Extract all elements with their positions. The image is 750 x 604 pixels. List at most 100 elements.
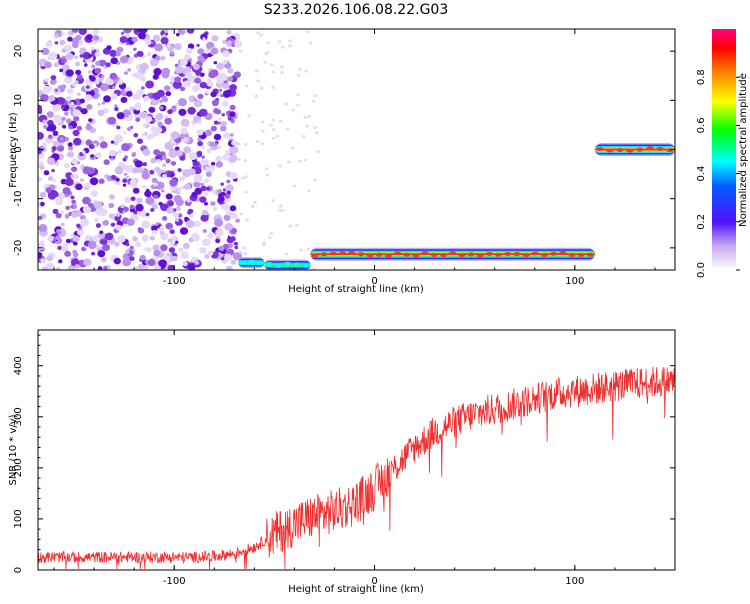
noise-blob bbox=[265, 173, 270, 177]
noise-blob bbox=[105, 232, 114, 241]
noise-blob bbox=[134, 71, 144, 80]
noise-blob bbox=[229, 84, 238, 92]
noise-blob bbox=[40, 258, 47, 264]
noise-blob bbox=[57, 145, 65, 152]
noise-blob bbox=[113, 257, 121, 265]
noise-blob bbox=[230, 259, 237, 265]
noise-blob bbox=[174, 43, 182, 50]
noise-blob bbox=[51, 79, 57, 85]
noise-blob bbox=[169, 242, 175, 247]
noise-blob bbox=[137, 263, 144, 270]
colorbar-tick-label: 0.4 bbox=[696, 166, 707, 182]
noise-blob bbox=[114, 104, 118, 108]
snr-xtick-label: -100 bbox=[163, 576, 186, 587]
noise-blob bbox=[177, 168, 182, 173]
ridge-4-blob bbox=[616, 148, 624, 152]
noise-blob bbox=[151, 225, 158, 232]
noise-blob bbox=[177, 189, 182, 194]
noise-blob bbox=[147, 258, 156, 267]
noise-blob bbox=[199, 196, 207, 203]
ridge-3-blob bbox=[577, 252, 585, 257]
noise-blob bbox=[196, 150, 203, 156]
noise-blob bbox=[278, 164, 282, 167]
noise-blob bbox=[234, 245, 239, 250]
noise-blob bbox=[139, 63, 149, 71]
noise-region bbox=[38, 29, 321, 270]
noise-blob bbox=[92, 29, 100, 35]
noise-blob bbox=[56, 267, 61, 270]
ridge-3-blob bbox=[513, 252, 521, 257]
noise-blob bbox=[196, 129, 204, 136]
noise-blob bbox=[284, 252, 289, 256]
noise-blob bbox=[102, 219, 109, 226]
noise-blob bbox=[162, 216, 168, 221]
noise-blob bbox=[124, 164, 134, 173]
noise-blob bbox=[229, 133, 234, 137]
noise-blob bbox=[93, 201, 103, 210]
noise-blob bbox=[152, 244, 160, 252]
noise-blob bbox=[172, 80, 182, 89]
noise-blob bbox=[184, 183, 192, 190]
noise-blob bbox=[229, 111, 236, 118]
noise-blob bbox=[185, 47, 193, 54]
noise-blob bbox=[182, 138, 188, 142]
noise-blob bbox=[131, 266, 139, 270]
noise-blob bbox=[62, 64, 70, 72]
noise-blob bbox=[224, 253, 233, 262]
snr-frame bbox=[37, 329, 676, 571]
noise-blob bbox=[204, 202, 208, 206]
noise-blob bbox=[188, 152, 198, 161]
noise-blob bbox=[178, 98, 187, 107]
noise-blob bbox=[136, 197, 143, 204]
noise-blob bbox=[98, 136, 105, 141]
noise-blob bbox=[160, 37, 169, 45]
noise-blob bbox=[227, 76, 234, 82]
noise-blob bbox=[45, 187, 52, 194]
noise-blob bbox=[116, 212, 121, 217]
noise-blob bbox=[215, 238, 221, 243]
noise-blob bbox=[247, 114, 251, 118]
ridge-3-blob bbox=[531, 251, 539, 256]
noise-blob bbox=[161, 95, 168, 101]
noise-blob bbox=[124, 71, 128, 75]
noise-blob bbox=[307, 189, 311, 193]
noise-blob bbox=[239, 49, 243, 53]
ridge-4-blob bbox=[626, 148, 634, 153]
noise-blob bbox=[222, 90, 231, 98]
noise-blob bbox=[217, 189, 223, 194]
noise-blob bbox=[227, 117, 232, 121]
noise-blob bbox=[72, 235, 80, 242]
ridge-3-blob bbox=[357, 252, 365, 257]
noise-blob bbox=[132, 215, 139, 221]
noise-blob bbox=[88, 118, 93, 123]
noise-blob bbox=[46, 255, 53, 262]
noise-blob bbox=[54, 88, 59, 93]
noise-blob bbox=[94, 67, 102, 74]
noise-blob bbox=[205, 171, 212, 177]
snr-xtick-label: 0 bbox=[371, 576, 377, 587]
noise-blob bbox=[94, 51, 101, 58]
noise-blob bbox=[180, 251, 189, 259]
noise-blob bbox=[119, 55, 129, 64]
noise-blob bbox=[95, 48, 100, 52]
noise-blob bbox=[123, 172, 128, 176]
noise-blob bbox=[126, 218, 135, 226]
noise-blob bbox=[189, 213, 194, 218]
noise-blob bbox=[70, 174, 74, 178]
noise-blob bbox=[220, 182, 224, 186]
noise-blob bbox=[168, 149, 178, 158]
noise-blob bbox=[162, 163, 167, 168]
noise-blob bbox=[265, 51, 270, 55]
noise-blob bbox=[215, 161, 223, 168]
noise-blob bbox=[184, 72, 193, 80]
noise-blob bbox=[71, 158, 78, 165]
noise-blob bbox=[221, 203, 230, 211]
noise-blob bbox=[171, 235, 178, 242]
noise-blob bbox=[167, 109, 173, 115]
noise-blob bbox=[42, 119, 48, 125]
noise-blob bbox=[87, 53, 93, 58]
noise-blob bbox=[228, 243, 234, 248]
noise-blob bbox=[132, 236, 139, 242]
noise-blob bbox=[120, 96, 128, 103]
